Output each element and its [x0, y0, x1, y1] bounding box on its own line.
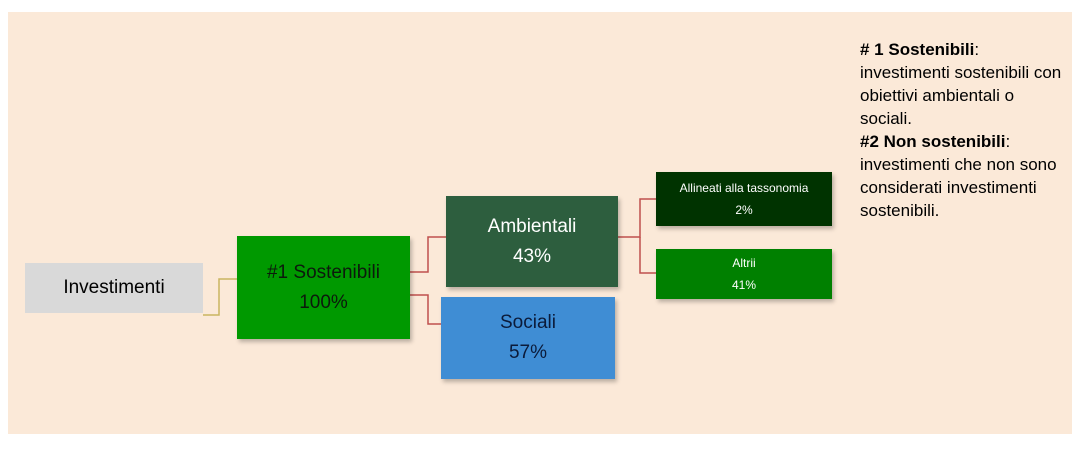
node-value: 100%: [299, 291, 348, 313]
node-value: 43%: [512, 245, 552, 267]
legend-sep: :: [974, 40, 980, 59]
node: Sociali 57%: [441, 297, 615, 379]
node-label: Investimenti: [63, 277, 165, 298]
connector: [618, 198, 656, 238]
node-value: 41%: [731, 278, 757, 292]
legend-item: #2 Non sostenibili: investimenti che non…: [860, 130, 1065, 222]
legend-sep: :: [1005, 132, 1011, 151]
node-value: 2%: [735, 203, 753, 217]
node-value: 57%: [508, 342, 548, 363]
legend-text: investimenti sostenibili con obiettivi a…: [860, 63, 1062, 128]
node: Investimenti: [25, 263, 203, 313]
legend-term: # 1 Sostenibili: [860, 40, 975, 59]
node: Altrii 41%: [656, 249, 832, 299]
connector: [410, 236, 446, 273]
connector: [639, 237, 656, 274]
node-label: Altrii: [732, 256, 756, 270]
node-label: Ambientali: [487, 215, 577, 237]
connector: [203, 278, 237, 316]
connector: [410, 294, 441, 325]
node: #1 Sostenibili 100%: [237, 236, 410, 339]
node: Allineati alla tassonomia 2%: [656, 172, 832, 226]
legend: # 1 Sostenibili: investimenti sostenibil…: [860, 38, 1065, 222]
node-label: Sociali: [500, 312, 556, 333]
legend-term: #2 Non sostenibili: [860, 132, 1006, 151]
legend-text: investimenti che non sono considerati in…: [860, 155, 1057, 220]
node-label: #1 Sostenibili: [266, 261, 381, 283]
legend-item: # 1 Sostenibili: investimenti sostenibil…: [860, 38, 1065, 130]
node: Ambientali 43%: [446, 196, 618, 287]
node-label: Allineati alla tassonomia: [679, 181, 809, 195]
